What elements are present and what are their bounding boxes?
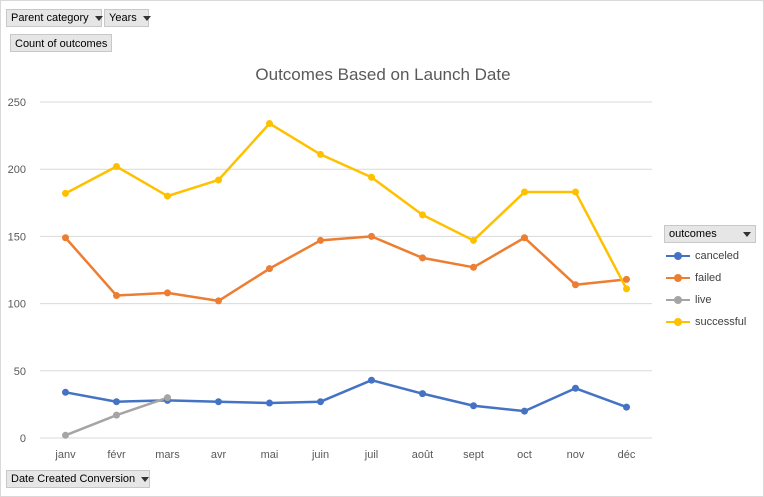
- data-point-successful: [113, 163, 120, 171]
- data-point-canceled: [368, 376, 375, 384]
- y-tick-label: 250: [8, 97, 26, 109]
- legend-label: canceled: [695, 250, 740, 262]
- series-line-canceled: [65, 378, 627, 413]
- x-tick-label: nov: [567, 449, 585, 461]
- dropdown-arrow-icon: [141, 476, 150, 482]
- data-point-canceled: [470, 402, 477, 410]
- axis-field-filter-button[interactable]: Date Created Conversion: [6, 470, 150, 488]
- data-point-successful: [572, 188, 579, 196]
- data-point-failed: [113, 292, 120, 300]
- data-point-successful: [419, 211, 426, 219]
- data-point-failed: [62, 234, 69, 242]
- series-line-failed: [64, 235, 627, 303]
- data-point-canceled: [521, 407, 528, 415]
- data-point-successful: [623, 285, 630, 293]
- data-point-canceled: [62, 388, 69, 396]
- x-tick-label: mai: [261, 449, 279, 461]
- dropdown-arrow-icon: [743, 231, 751, 237]
- data-point-successful: [215, 176, 222, 184]
- data-point-failed: [266, 265, 273, 273]
- axis-field-label: Date Created Conversion: [11, 473, 136, 485]
- data-point-canceled: [113, 398, 120, 406]
- legend-swatch: [664, 251, 692, 261]
- data-point-failed: [572, 281, 579, 289]
- data-point-canceled: [623, 403, 630, 411]
- data-point-successful: [266, 120, 273, 128]
- data-point-failed: [521, 234, 528, 242]
- x-tick-label: janv: [54, 449, 76, 461]
- x-tick-label: mars: [155, 449, 180, 461]
- data-point-successful: [164, 192, 171, 200]
- data-point-canceled: [419, 390, 426, 398]
- legend-item-live: live: [664, 289, 756, 311]
- data-point-failed: [623, 275, 630, 283]
- x-tick-label: févr: [107, 449, 126, 461]
- data-point-successful: [62, 189, 69, 197]
- chart-title: Outcomes Based on Launch Date: [255, 65, 510, 84]
- x-tick-label: sept: [463, 449, 484, 461]
- y-tick-label: 0: [20, 433, 26, 445]
- value-field-button[interactable]: Count of outcomes: [10, 34, 113, 52]
- legend-item-canceled: canceled: [664, 245, 756, 267]
- data-point-successful: [521, 188, 528, 196]
- data-point-failed: [368, 232, 375, 240]
- data-point-live: [164, 394, 171, 402]
- x-tick-label: avr: [211, 449, 227, 461]
- legend: outcomes canceled failed live successful: [664, 225, 756, 333]
- data-point-failed: [470, 263, 477, 271]
- legend-label: successful: [695, 316, 747, 328]
- legend-label: live: [695, 294, 712, 306]
- legend-swatch: [664, 295, 692, 305]
- x-tick-label: oct: [517, 449, 532, 461]
- data-point-failed: [164, 289, 171, 297]
- y-tick-label: 200: [8, 164, 26, 176]
- y-tick-label: 150: [8, 231, 26, 243]
- data-point-live: [62, 431, 69, 439]
- data-point-canceled: [317, 398, 324, 406]
- legend-title: outcomes: [669, 228, 717, 240]
- data-point-failed: [215, 297, 222, 305]
- legend-item-successful: successful: [664, 311, 756, 333]
- y-tick-label: 50: [14, 366, 26, 378]
- data-point-canceled: [572, 384, 579, 392]
- legend-item-failed: failed: [664, 267, 756, 289]
- data-point-failed: [317, 236, 324, 244]
- dropdown-arrow-icon: [142, 15, 151, 21]
- x-tick-label: août: [412, 449, 433, 461]
- parent-category-filter-button[interactable]: Parent category: [6, 9, 103, 27]
- years-label: Years: [109, 12, 137, 24]
- data-point-canceled: [266, 399, 273, 407]
- data-point-successful: [368, 173, 375, 181]
- legend-swatch: [664, 317, 692, 327]
- x-tick-label: déc: [618, 449, 636, 461]
- legend-label: failed: [695, 272, 722, 284]
- x-tick-label: juil: [364, 449, 378, 461]
- parent-category-label: Parent category: [11, 12, 89, 24]
- data-point-canceled: [215, 398, 222, 406]
- x-tick-label: juin: [311, 449, 329, 461]
- dropdown-arrow-icon: [94, 15, 103, 21]
- legend-filter-button[interactable]: outcomes: [664, 225, 756, 243]
- y-tick-label: 100: [8, 299, 26, 311]
- data-point-live: [113, 411, 120, 419]
- data-point-failed: [419, 254, 426, 262]
- years-filter-button[interactable]: Years: [104, 9, 151, 27]
- data-point-successful: [470, 236, 477, 244]
- legend-swatch: [664, 273, 692, 283]
- value-field-label: Count of outcomes: [15, 38, 108, 50]
- series-line-successful: [64, 122, 628, 290]
- data-point-successful: [317, 150, 324, 158]
